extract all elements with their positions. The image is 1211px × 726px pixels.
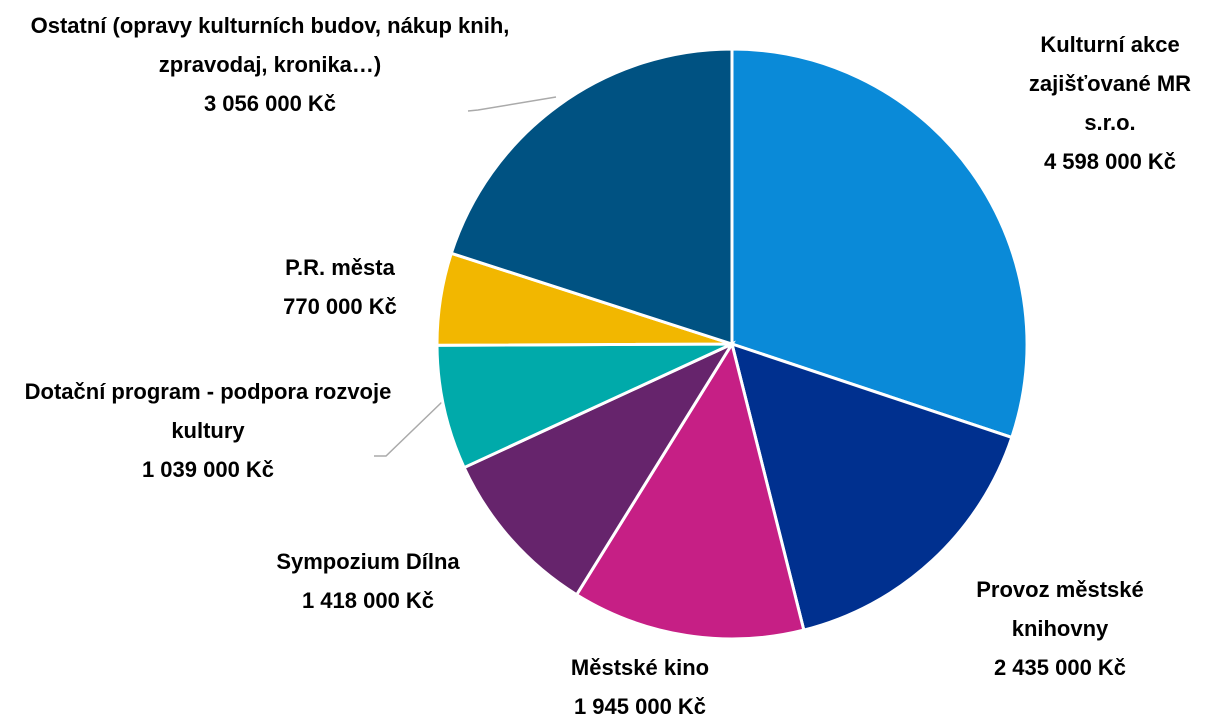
data-label: Městské kino 1 945 000 Kč bbox=[530, 648, 750, 726]
data-label: P.R. města 770 000 Kč bbox=[240, 248, 440, 326]
leader-line bbox=[467, 96, 557, 112]
pie-slice bbox=[462, 340, 736, 597]
slice-name: Sympozium Dílna bbox=[276, 549, 460, 574]
slice-name: Kulturní akce zajišťované MR s.r.o. bbox=[1028, 32, 1192, 135]
slice-name: Provoz městské knihovny bbox=[976, 577, 1144, 641]
slice-value: 2 435 000 Kč bbox=[993, 655, 1127, 680]
slice-value: 3 056 000 Kč bbox=[203, 91, 337, 116]
slice-name: P.R. města bbox=[285, 255, 395, 280]
pie-slice bbox=[729, 341, 1014, 632]
pie-slice bbox=[449, 47, 734, 347]
pie-slice bbox=[435, 342, 733, 470]
slice-value: 1 418 000 Kč bbox=[301, 588, 435, 613]
slice-value: 1 945 000 Kč bbox=[573, 694, 707, 719]
data-label: Ostatní (opravy kulturních budov, nákup … bbox=[20, 6, 520, 123]
leader-line bbox=[374, 401, 443, 457]
data-label: Provoz městské knihovny 2 435 000 Kč bbox=[950, 570, 1170, 687]
data-label: Kulturní akce zajišťované MR s.r.o. 4 598… bbox=[1005, 25, 1211, 181]
slice-name: Dotační program - podpora rozvoje kultur… bbox=[24, 379, 392, 443]
data-label: Sympozium Dílna 1 418 000 Kč bbox=[228, 542, 508, 620]
slice-name: Ostatní (opravy kulturních budov, nákup … bbox=[30, 13, 510, 77]
slice-value: 4 598 000 Kč bbox=[1043, 149, 1177, 174]
slice-name: Městské kino bbox=[570, 655, 710, 680]
slice-value: 1 039 000 Kč bbox=[141, 457, 275, 482]
pie-slice bbox=[574, 340, 806, 641]
slice-value: 770 000 Kč bbox=[283, 294, 397, 319]
pie-slice bbox=[730, 47, 1029, 440]
data-label: Dotační program - podpora rozvoje kultur… bbox=[0, 372, 418, 489]
